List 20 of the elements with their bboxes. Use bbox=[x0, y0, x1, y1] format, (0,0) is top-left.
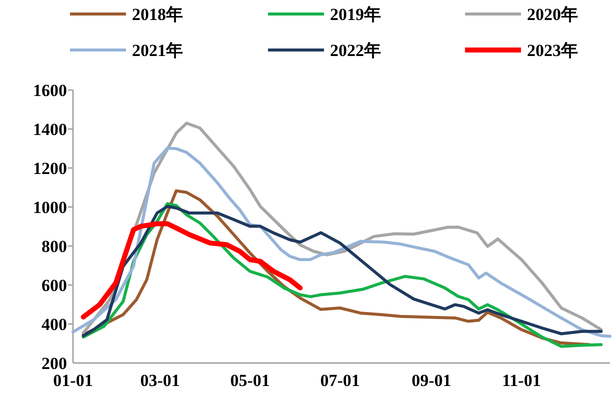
y-tick-label: 600 bbox=[42, 276, 67, 295]
y-tick-label: 1200 bbox=[33, 159, 67, 178]
legend-label: 2020年 bbox=[527, 5, 578, 24]
y-tick-label: 1000 bbox=[33, 198, 67, 217]
y-tick-label: 1600 bbox=[33, 81, 67, 100]
x-tick-label: 05-01 bbox=[230, 371, 270, 390]
x-tick-label: 07-01 bbox=[320, 371, 360, 390]
x-tick-label: 01-01 bbox=[53, 371, 93, 390]
legend-label: 2019年 bbox=[330, 5, 381, 24]
y-tick-label: 1400 bbox=[33, 120, 67, 139]
x-tick-label: 11-01 bbox=[502, 371, 541, 390]
y-tick-label: 400 bbox=[42, 315, 67, 334]
legend-label: 2018年 bbox=[132, 5, 183, 24]
x-tick-label: 09-01 bbox=[412, 371, 452, 390]
x-tick-label: 03-01 bbox=[140, 371, 180, 390]
legend-label: 2022年 bbox=[330, 41, 381, 60]
y-tick-label: 800 bbox=[42, 237, 67, 256]
legend-label: 2021年 bbox=[132, 41, 183, 60]
legend-label: 2023年 bbox=[527, 41, 578, 60]
y-tick-label: 200 bbox=[42, 354, 67, 373]
